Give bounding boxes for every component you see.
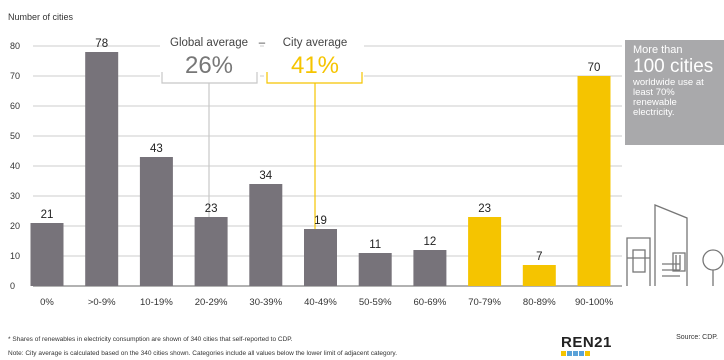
callout-line2: 100 cities [633, 56, 714, 77]
callout-line3: worldwide use at least 70% renewable ele… [633, 77, 704, 118]
ren21-logo: REN21 [561, 334, 612, 351]
y-tick-label: 30 [10, 191, 20, 201]
logo-square-icon [567, 351, 572, 356]
bar [358, 253, 392, 286]
x-tick-label: >0-9% [88, 297, 116, 308]
callout-line1: More than [633, 44, 683, 56]
y-tick-label: 70 [10, 71, 20, 81]
logo-square-icon [561, 351, 566, 356]
x-tick-label: 50-59% [359, 297, 392, 308]
x-tick-label: 0% [40, 297, 54, 308]
x-tick-label: 40-49% [304, 297, 337, 308]
bar [85, 52, 119, 286]
value-label: 12 [424, 236, 437, 248]
value-label: 19 [314, 215, 327, 227]
y-tick-label: 50 [10, 131, 20, 141]
y-tick-label: 10 [10, 251, 20, 261]
x-tick-label: 60-69% [414, 297, 447, 308]
logo-square-icon [573, 351, 578, 356]
global-average-value: 26% [185, 52, 233, 79]
footnote-shares: * Shares of renewables in electricity co… [8, 336, 293, 343]
value-label: 70 [588, 62, 601, 74]
city-average-label: City average [283, 37, 348, 49]
y-tick-label: 60 [10, 101, 20, 111]
y-tick-label: 0 [10, 281, 15, 291]
x-tick-label: 20-29% [195, 297, 228, 308]
value-labels: 21 78 43 23 34 19 11 12 23 7 70 [41, 38, 601, 263]
x-tick-label: 70-79% [468, 297, 501, 308]
x-axis-ticks: 0% >0-9% 10-19% 20-29% 30-39% 40-49% 50-59% 60-… [40, 297, 613, 308]
logo-square-icon [579, 351, 584, 356]
average-lines: Global average 26% – City average 41% [160, 29, 364, 286]
bar [413, 250, 447, 286]
average-separator: – [259, 37, 266, 49]
value-label: 34 [259, 170, 272, 182]
bar [30, 223, 64, 286]
bar [577, 76, 611, 286]
global-average-label: Global average [170, 37, 248, 49]
value-label: 23 [205, 203, 218, 215]
bar [468, 217, 502, 286]
value-label: 78 [95, 38, 108, 50]
city-average-bg [264, 29, 364, 83]
footnote-note: Note: City average is calculated based o… [8, 350, 398, 357]
bar [249, 184, 283, 286]
logo-square-icon [585, 351, 590, 356]
x-tick-label: 80-89% [523, 297, 556, 308]
global-average-bg [160, 29, 260, 83]
callout-box: More than 100 cities worldwide use at le… [625, 40, 724, 145]
y-axis-label: Number of cities [8, 12, 74, 22]
city-average-value: 41% [291, 52, 339, 79]
value-label: 23 [478, 203, 491, 215]
city-buildings-illustration [626, 204, 724, 286]
x-tick-label: 10-19% [140, 297, 173, 308]
x-tick-label: 90-100% [575, 297, 614, 308]
y-tick-label: 20 [10, 221, 20, 231]
bar [139, 157, 173, 286]
y-tick-label: 40 [10, 161, 20, 171]
value-label: 21 [41, 209, 54, 221]
source-note: Source: CDP. [676, 334, 718, 341]
bars [30, 52, 611, 286]
value-label: 43 [150, 143, 163, 155]
x-tick-label: 30-39% [249, 297, 282, 308]
bar [522, 265, 556, 286]
bar [304, 229, 337, 286]
y-axis-ticks: 0 10 20 30 40 50 60 70 80 [10, 41, 20, 291]
y-tick-label: 80 [10, 41, 20, 51]
value-label: 7 [536, 251, 542, 263]
value-label: 11 [369, 239, 381, 251]
bar [194, 217, 228, 286]
